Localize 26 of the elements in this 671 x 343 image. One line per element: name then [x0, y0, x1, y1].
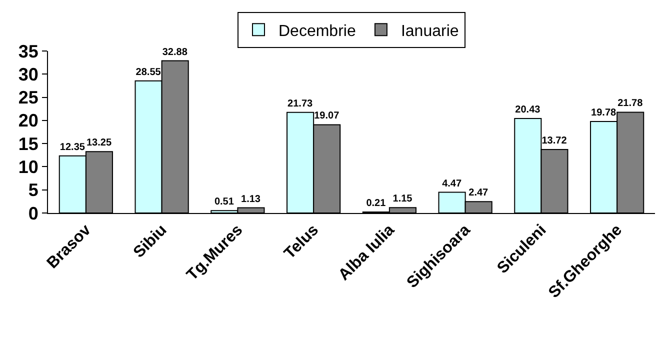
y-tick-label: 30: [18, 64, 38, 84]
data-label: 20.43: [515, 104, 541, 116]
data-label: 1.15: [392, 194, 413, 205]
y-tick-label: 35: [18, 41, 38, 62]
y-tick-label: 20: [18, 110, 38, 131]
data-label: 21.73: [288, 98, 314, 110]
data-label: 1.13: [241, 194, 261, 205]
data-label: 28.55: [136, 66, 162, 78]
data-label: 0.21: [366, 198, 386, 210]
y-tick-label: 10: [18, 157, 38, 178]
legend-label: Ianuarie: [400, 22, 459, 40]
data-label: 0.51: [214, 196, 234, 208]
y-tick-label: 25: [18, 88, 38, 108]
data-label: 13.72: [542, 136, 568, 146]
data-label: 19.78: [591, 107, 617, 118]
data-label: 13.25: [86, 138, 112, 149]
y-tick-label: 15: [18, 134, 38, 154]
y-tick-label: 5: [28, 180, 38, 200]
legend-label: Decembrie: [278, 22, 356, 40]
data-label: 4.47: [442, 178, 462, 190]
data-label: 19.07: [314, 110, 340, 122]
y-tick-label: 0: [28, 203, 38, 224]
data-label: 2.47: [468, 188, 489, 199]
data-label: 32.88: [162, 46, 188, 58]
data-label: 12.35: [60, 142, 86, 153]
data-label: 21.78: [618, 98, 644, 110]
